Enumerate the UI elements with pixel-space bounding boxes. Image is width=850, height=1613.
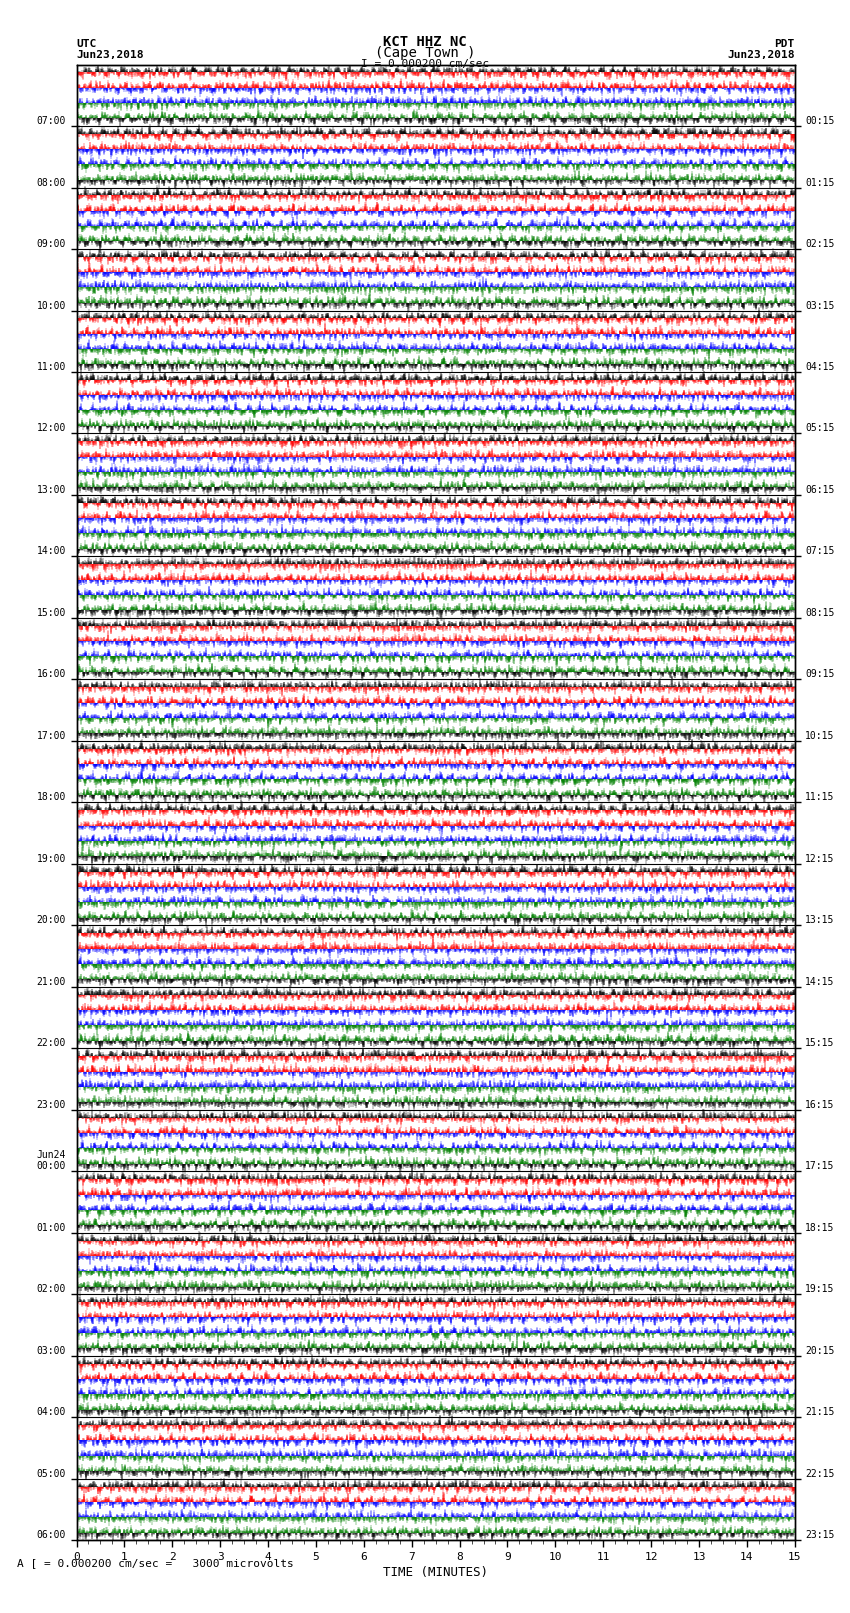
Text: PDT: PDT [774, 39, 795, 50]
X-axis label: TIME (MINUTES): TIME (MINUTES) [383, 1566, 488, 1579]
Text: Jun23,2018: Jun23,2018 [76, 50, 144, 60]
Text: (Cape Town ): (Cape Town ) [375, 45, 475, 60]
Text: Jun23,2018: Jun23,2018 [728, 50, 795, 60]
Text: A [ = 0.000200 cm/sec =   3000 microvolts: A [ = 0.000200 cm/sec = 3000 microvolts [17, 1558, 294, 1568]
Text: I = 0.000200 cm/sec: I = 0.000200 cm/sec [361, 60, 489, 69]
Text: UTC: UTC [76, 39, 97, 50]
Text: KCT HHZ NC: KCT HHZ NC [383, 35, 467, 50]
